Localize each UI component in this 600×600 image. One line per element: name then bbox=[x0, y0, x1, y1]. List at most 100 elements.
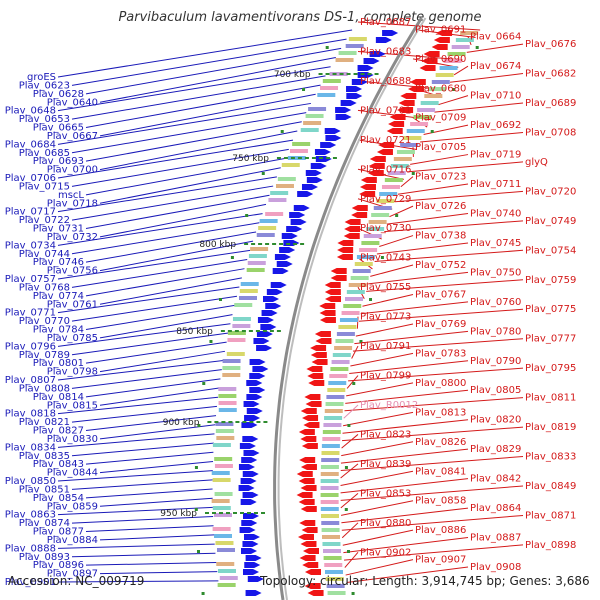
forward-gene bbox=[281, 233, 298, 239]
right-connector bbox=[344, 551, 359, 568]
forward-gene bbox=[256, 345, 273, 351]
feature-strip bbox=[322, 79, 341, 83]
left-gene-label: Plav_0863 bbox=[5, 510, 56, 521]
right-gene-label: Plav_0720 bbox=[525, 186, 576, 197]
reverse-gene bbox=[296, 492, 313, 498]
right-connector bbox=[453, 65, 469, 76]
left-gene-label: Plav_0768 bbox=[19, 282, 70, 293]
right-connector bbox=[349, 360, 469, 374]
left-connector bbox=[57, 102, 311, 145]
right-gene-label: Plav_0907 bbox=[415, 555, 466, 566]
right-gene-label: Plav_0871 bbox=[525, 510, 576, 521]
forward-gene bbox=[242, 569, 259, 575]
feature-strip bbox=[303, 121, 322, 125]
forward-gene bbox=[320, 142, 337, 148]
left-connector bbox=[99, 424, 216, 440]
reverse-gene bbox=[337, 247, 354, 253]
left-connector bbox=[85, 231, 257, 263]
feature-strip bbox=[322, 535, 341, 539]
feature-strip bbox=[265, 212, 284, 216]
reverse-gene bbox=[398, 100, 415, 106]
forward-gene bbox=[265, 303, 282, 309]
right-gene-label: Plav_0839 bbox=[360, 459, 411, 470]
left-gene-label: Plav_0628 bbox=[33, 89, 84, 100]
forward-gene bbox=[256, 331, 273, 337]
guide-dot bbox=[347, 550, 351, 553]
right-gene-label: Plav_0674 bbox=[470, 61, 521, 72]
right-gene-label: Plav_0716 bbox=[360, 164, 411, 175]
reverse-gene bbox=[300, 485, 317, 491]
guide-dot bbox=[352, 382, 356, 385]
left-gene-label: Plav_0877 bbox=[33, 527, 84, 538]
reverse-gene bbox=[351, 212, 368, 218]
forward-gene bbox=[247, 576, 264, 582]
left-gene-label: Plav_0851 bbox=[19, 484, 70, 495]
feature-strip bbox=[363, 234, 382, 238]
guide-dot bbox=[430, 130, 434, 133]
right-connector bbox=[346, 566, 469, 584]
forward-gene bbox=[239, 443, 256, 449]
backbone-line-inner bbox=[277, 17, 427, 600]
reverse-gene bbox=[409, 79, 426, 85]
feature-strip bbox=[222, 366, 241, 370]
feature-strip bbox=[323, 556, 342, 560]
tick-label: 750 kbp bbox=[232, 154, 269, 164]
feature-strip bbox=[212, 506, 231, 510]
guide-dot bbox=[344, 466, 348, 469]
right-gene-label: Plav_0760 bbox=[470, 297, 521, 308]
forward-gene bbox=[324, 128, 341, 134]
right-gene-label: Plav_0864 bbox=[470, 503, 521, 514]
left-gene-label: Plav_0732 bbox=[47, 232, 98, 243]
left-gene-label: Plav_0844 bbox=[47, 468, 98, 479]
forward-gene bbox=[335, 107, 352, 113]
left-gene-label: Plav_0789 bbox=[19, 350, 70, 361]
reverse-gene bbox=[298, 499, 315, 505]
left-gene-label: Plav_0685 bbox=[19, 148, 70, 159]
feature-strip bbox=[348, 283, 367, 287]
guide-dot bbox=[325, 46, 329, 49]
feature-strip bbox=[248, 254, 267, 258]
feature-strip bbox=[234, 303, 253, 307]
left-gene-label: Plav_0684 bbox=[5, 139, 56, 150]
left-connector bbox=[99, 314, 233, 339]
right-connector bbox=[341, 426, 524, 442]
left-connector bbox=[99, 460, 214, 474]
left-gene-label: Plav_0893 bbox=[19, 552, 70, 563]
left-connector bbox=[71, 112, 307, 154]
left-connector bbox=[99, 93, 316, 137]
left-connector bbox=[99, 167, 281, 204]
right-connector bbox=[354, 330, 469, 345]
feature-strip bbox=[320, 86, 339, 90]
reverse-gene bbox=[389, 114, 406, 120]
left-connector bbox=[71, 442, 214, 457]
forward-gene bbox=[240, 499, 257, 505]
reverse-gene bbox=[296, 471, 313, 477]
forward-gene bbox=[351, 79, 368, 85]
right-gene-label: Plav_0829 bbox=[470, 444, 521, 455]
right-connector bbox=[357, 21, 481, 31]
feature-strip bbox=[336, 332, 355, 336]
guide-dot bbox=[411, 172, 415, 175]
forward-gene bbox=[293, 205, 310, 211]
right-gene-label: Plav_0819 bbox=[525, 422, 576, 433]
right-gene-label: Plav_0723 bbox=[415, 172, 466, 183]
right-connector bbox=[344, 544, 524, 561]
feature-strip bbox=[335, 58, 354, 62]
forward-gene bbox=[314, 149, 331, 155]
feature-strip bbox=[247, 261, 266, 265]
reverse-gene bbox=[343, 233, 360, 239]
feature-strip bbox=[232, 324, 251, 328]
guide-dot bbox=[280, 130, 284, 133]
reverse-gene bbox=[305, 401, 322, 407]
forward-gene bbox=[243, 450, 260, 456]
guide-dot bbox=[302, 88, 306, 91]
feature-strip bbox=[305, 114, 324, 118]
left-connector bbox=[99, 277, 242, 305]
right-connector bbox=[410, 154, 469, 165]
left-gene-label: Plav_0785 bbox=[47, 333, 98, 344]
right-gene-label: Plav_0687 bbox=[360, 17, 411, 28]
left-connector bbox=[99, 350, 226, 373]
reverse-gene bbox=[378, 142, 395, 148]
right-gene-label: Plav_0769 bbox=[415, 319, 466, 330]
feature-strip bbox=[289, 149, 308, 153]
